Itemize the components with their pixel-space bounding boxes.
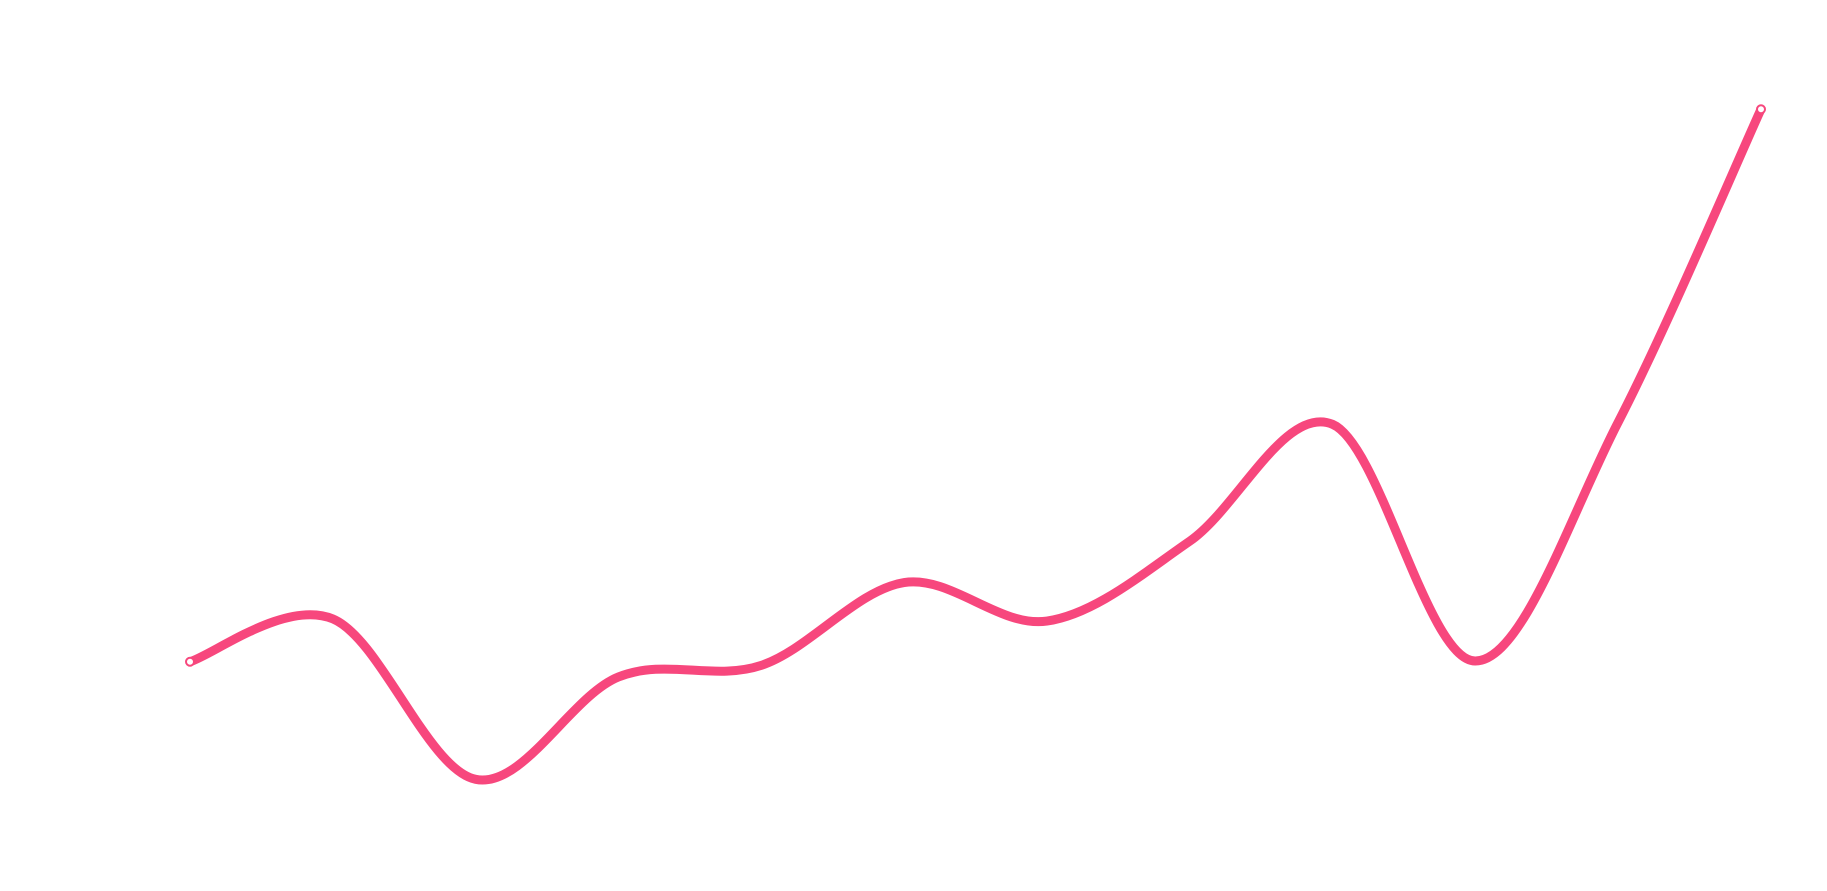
end-point (185, 656, 195, 667)
line (185, 104, 1766, 785)
end-point (1756, 104, 1766, 115)
